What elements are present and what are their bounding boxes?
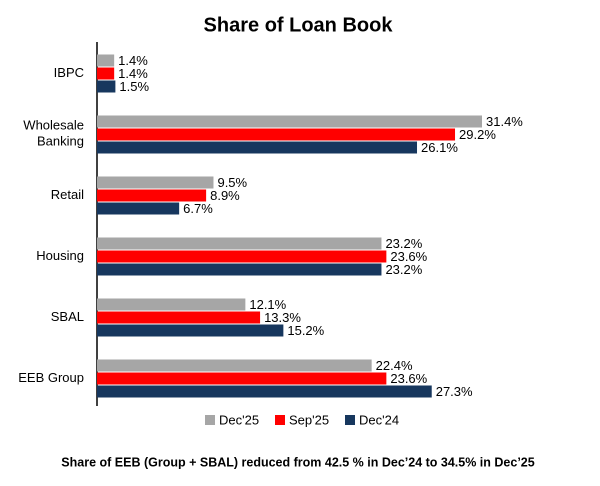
value-label: 22.4% [376,358,413,373]
legend-label: Dec'24 [359,412,399,427]
chart-title: Share of Loan Book [204,14,394,36]
value-label: 13.3% [264,310,301,325]
bar [97,176,214,189]
bar [97,385,432,398]
bar [97,311,261,324]
value-label: 27.3% [436,384,473,399]
value-label: 26.1% [421,140,458,155]
bar [97,298,246,311]
value-label: 15.2% [287,323,324,338]
legend-swatch [275,415,285,425]
legend-label: Dec'25 [219,412,259,427]
bar [97,141,418,154]
value-label: 23.2% [385,236,422,251]
footnote: Share of EEB (Group + SBAL) reduced from… [61,455,534,469]
y-tick-label: Retail [51,187,84,202]
bar [97,372,387,385]
bar [97,202,180,215]
y-tick-label: SBAL [51,309,84,324]
value-label: 8.9% [210,188,240,203]
legend-swatch [205,415,215,425]
bar [97,80,116,93]
bar [97,359,372,372]
legend-swatch [345,415,355,425]
y-tick-label: Wholesale Banking [23,118,84,149]
value-label: 23.6% [390,249,427,264]
value-label: 31.4% [486,114,523,129]
value-label: 29.2% [459,127,496,142]
bar [97,115,482,128]
bar [97,263,382,276]
value-label: 1.4% [118,53,148,68]
value-label: 1.4% [118,66,148,81]
bar [97,324,284,337]
value-label: 23.6% [390,371,427,386]
y-tick-label: Housing [36,248,84,263]
value-label: 6.7% [183,201,213,216]
bar [97,54,115,67]
value-label: 23.2% [385,262,422,277]
bar [97,128,456,141]
value-label: 9.5% [217,175,247,190]
legend-label: Sep'25 [289,412,329,427]
value-label: 12.1% [249,297,286,312]
y-tick-label: EEB Group [18,370,84,385]
bar [97,189,207,202]
bar [97,67,115,80]
value-label: 1.5% [119,79,149,94]
bar [97,237,382,250]
y-tick-label: IBPC [54,65,84,80]
bar [97,250,387,263]
